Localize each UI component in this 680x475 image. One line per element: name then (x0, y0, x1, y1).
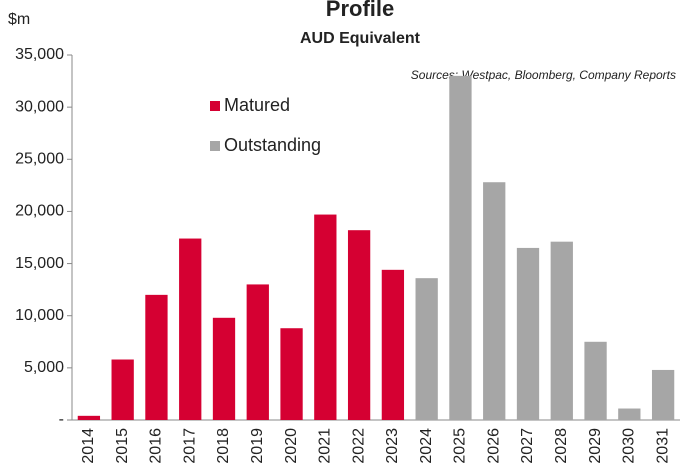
legend-label: Matured (224, 95, 290, 115)
x-tick-label: 2016 (148, 428, 165, 464)
y-tick-label: 10,000 (15, 307, 64, 324)
x-tick-label: 2015 (114, 428, 131, 464)
y-tick-label: 30,000 (15, 98, 64, 115)
x-tick-label: 2031 (654, 428, 671, 464)
x-tick-label: 2030 (621, 428, 638, 464)
bar (77, 415, 101, 420)
bar (449, 75, 472, 420)
bar (111, 359, 134, 420)
y-tick-label: - (59, 411, 64, 428)
x-tick-label: 2028 (553, 428, 570, 464)
bar (246, 284, 269, 420)
x-tick-label: 2029 (587, 428, 604, 464)
bar (145, 294, 168, 420)
y-tick-label: 20,000 (15, 203, 64, 220)
x-tick-label: 2027 (519, 428, 536, 464)
chart-title: Profile (326, 0, 394, 21)
y-tick-label: 35,000 (15, 46, 64, 63)
bar (314, 214, 337, 420)
legend-label: Outstanding (224, 135, 321, 155)
x-tick-label: 2024 (418, 428, 435, 464)
x-tick-label: 2021 (317, 428, 334, 464)
x-tick-label: 2017 (181, 428, 198, 464)
bar (550, 241, 573, 420)
bar (347, 230, 371, 420)
annotation: Sources: Westpac, Bloomberg, Company Rep… (411, 68, 676, 82)
x-tick-label: 2020 (283, 428, 300, 464)
y-tick-label: 5,000 (24, 359, 64, 376)
bar (516, 247, 540, 420)
y-tick-label: 25,000 (15, 151, 64, 168)
x-tick-label: 2025 (452, 428, 469, 464)
bar (280, 328, 303, 420)
x-tick-label: 2026 (485, 428, 502, 464)
x-tick-label: 2023 (384, 428, 401, 464)
bar (584, 341, 607, 420)
bar (212, 317, 236, 420)
bar (415, 278, 438, 420)
y-tick-label: 15,000 (15, 255, 64, 272)
x-tick-label: 2018 (215, 428, 232, 464)
bar (618, 408, 641, 420)
y-axis-label: $m (8, 11, 30, 28)
x-tick-label: 2022 (350, 428, 367, 464)
bar (179, 238, 202, 420)
legend-swatch (210, 141, 220, 151)
legend-swatch (210, 101, 220, 111)
bar (651, 369, 675, 420)
bar (381, 269, 405, 420)
chart-subtitle: AUD Equivalent (300, 30, 421, 47)
x-tick-label: 2014 (80, 428, 97, 464)
bar (483, 182, 506, 420)
x-tick-label: 2019 (249, 428, 266, 464)
